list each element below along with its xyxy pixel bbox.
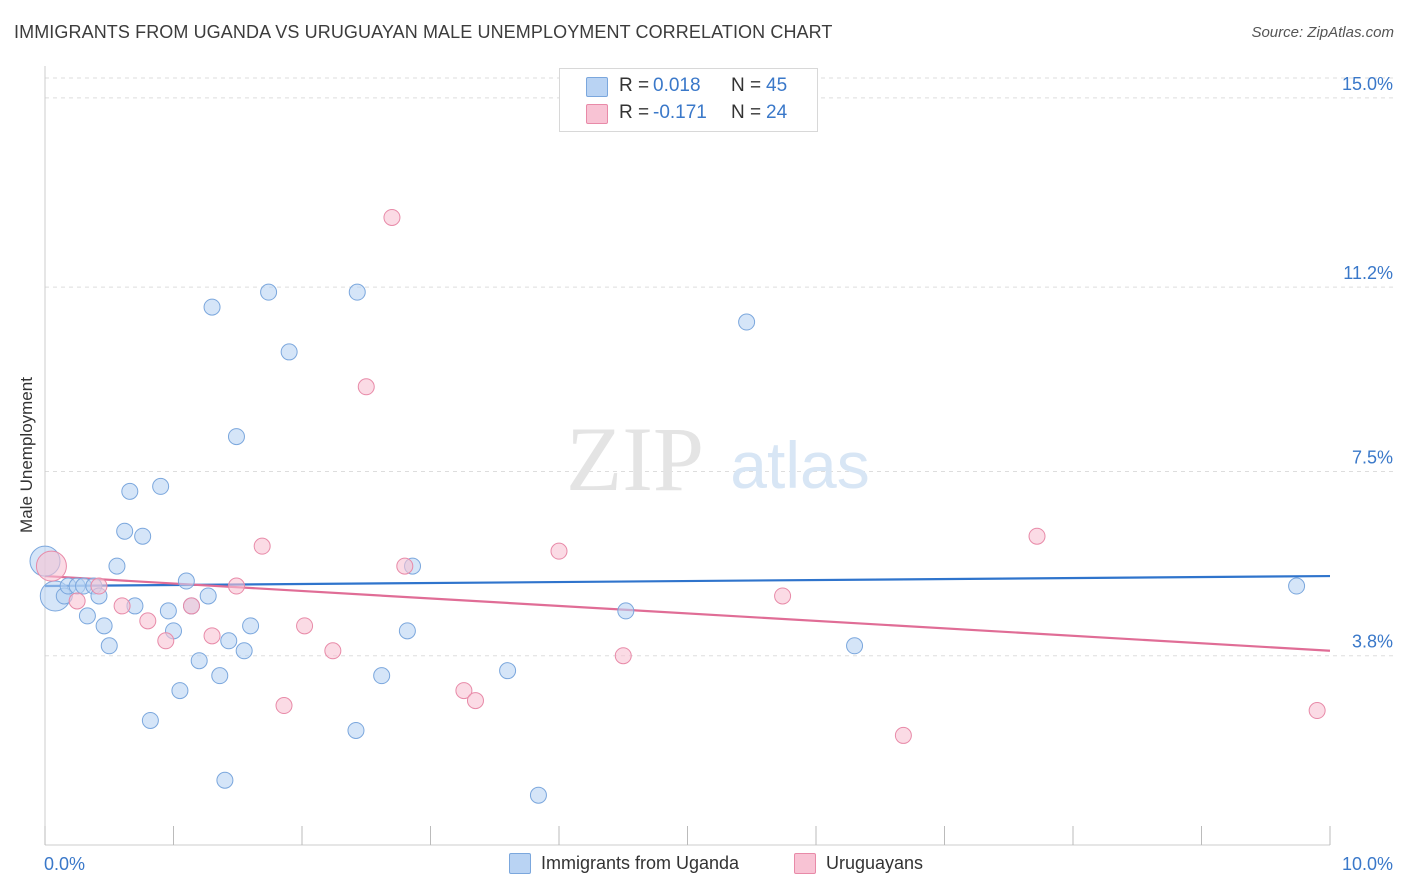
data-point-blue <box>373 667 391 685</box>
trend-line-pink <box>44 574 1331 652</box>
data-point-blue <box>159 602 177 620</box>
series-swatch-pink <box>794 853 816 874</box>
data-point-blue <box>199 587 217 605</box>
data-point-blue <box>220 632 238 650</box>
trend-line-blue <box>44 574 1331 588</box>
series-swatch-blue <box>509 853 531 874</box>
x-tick-label: 10.0% <box>1342 854 1393 874</box>
legend-r-label: R = <box>619 102 650 123</box>
data-point-blue <box>177 572 195 590</box>
data-point-blue <box>116 522 134 540</box>
legend-swatch-blue <box>586 77 608 97</box>
data-point-blue <box>347 721 365 739</box>
tick-labels: 3.8% 7.5% 11.2% 15.0% 0.0% 10.0% <box>44 74 1393 874</box>
y-tick-label: 7.5% <box>1352 447 1393 467</box>
y-tick-label: 15.0% <box>1342 74 1393 94</box>
data-point-blue <box>846 637 864 655</box>
data-point-pink <box>774 587 792 605</box>
data-point-pink <box>455 682 473 700</box>
legend-n-label: N = <box>731 102 762 123</box>
series-label-uganda: Immigrants from Uganda <box>541 853 740 873</box>
data-point-blue <box>134 527 152 545</box>
legend-r-value: -0.171 <box>653 102 707 123</box>
legend-n-value: 24 <box>766 102 788 123</box>
legend-r-value: 0.018 <box>653 75 701 96</box>
data-point-blue <box>1288 577 1306 595</box>
data-point-pink <box>182 597 200 615</box>
chart-title: IMMIGRANTS FROM UGANDA VS URUGUAYAN MALE… <box>14 22 833 42</box>
data-point-blue <box>190 652 208 670</box>
data-point-blue <box>152 477 170 495</box>
data-point-pink <box>383 208 401 226</box>
data-points <box>29 208 1326 804</box>
data-point-blue <box>499 662 517 680</box>
data-point-blue <box>242 617 260 635</box>
data-point-pink <box>466 692 484 710</box>
data-point-blue <box>171 682 189 700</box>
data-point-blue <box>529 786 547 804</box>
source-label: Source: ZipAtlas.com <box>1251 24 1394 41</box>
data-point-pink <box>1308 702 1326 720</box>
data-point-pink <box>68 592 86 610</box>
data-point-blue <box>235 642 253 660</box>
data-point-blue <box>100 637 118 655</box>
data-point-blue <box>617 602 635 620</box>
data-point-pink <box>35 550 67 582</box>
series-label-uruguayans: Uruguayans <box>826 853 924 873</box>
data-point-pink <box>324 642 342 660</box>
data-point-pink <box>614 647 632 665</box>
data-point-blue <box>398 622 416 640</box>
legend-n-value: 45 <box>766 75 788 96</box>
data-point-pink <box>157 632 175 650</box>
data-point-pink <box>550 542 568 560</box>
watermark-zip: ZIP <box>566 408 704 510</box>
x-tick-label: 0.0% <box>44 854 85 874</box>
data-point-blue <box>95 617 113 635</box>
data-point-blue <box>141 711 159 729</box>
data-point-pink <box>139 612 157 630</box>
legend-n-label: N = <box>731 75 762 96</box>
watermark-atlas: atlas <box>730 428 869 502</box>
data-point-pink <box>894 726 912 744</box>
data-point-blue <box>203 298 221 316</box>
data-point-blue <box>738 313 756 331</box>
data-point-blue <box>216 771 234 789</box>
legend-r-label: R = <box>619 75 650 96</box>
data-point-pink <box>253 537 271 555</box>
watermark: ZIP atlas <box>566 408 870 510</box>
data-point-blue <box>348 283 366 301</box>
data-point-pink <box>296 617 314 635</box>
data-point-blue <box>227 428 245 446</box>
data-point-pink <box>227 577 245 595</box>
data-point-blue <box>108 557 126 575</box>
data-point-pink <box>396 557 414 575</box>
data-point-pink <box>275 697 293 715</box>
gridlines <box>45 77 1395 657</box>
data-point-pink <box>1028 527 1046 545</box>
data-point-pink <box>357 378 375 396</box>
y-tick-label: 11.2% <box>1343 263 1393 283</box>
legend-swatch-pink <box>586 104 608 124</box>
data-point-blue <box>121 482 139 500</box>
data-point-blue <box>260 283 278 301</box>
data-point-blue <box>78 607 96 625</box>
data-point-blue <box>280 343 298 361</box>
stats-legend: R = 0.018 N = 45 R = -0.171 N = 24 <box>559 68 818 132</box>
y-axis-label: Male Unemployment <box>17 377 36 533</box>
axes <box>44 66 1331 846</box>
data-point-pink <box>203 627 221 645</box>
trend-lines <box>44 574 1331 652</box>
data-point-pink <box>90 577 108 595</box>
y-tick-label: 3.8% <box>1352 632 1393 652</box>
data-point-pink <box>113 597 131 615</box>
data-point-blue <box>211 667 229 685</box>
